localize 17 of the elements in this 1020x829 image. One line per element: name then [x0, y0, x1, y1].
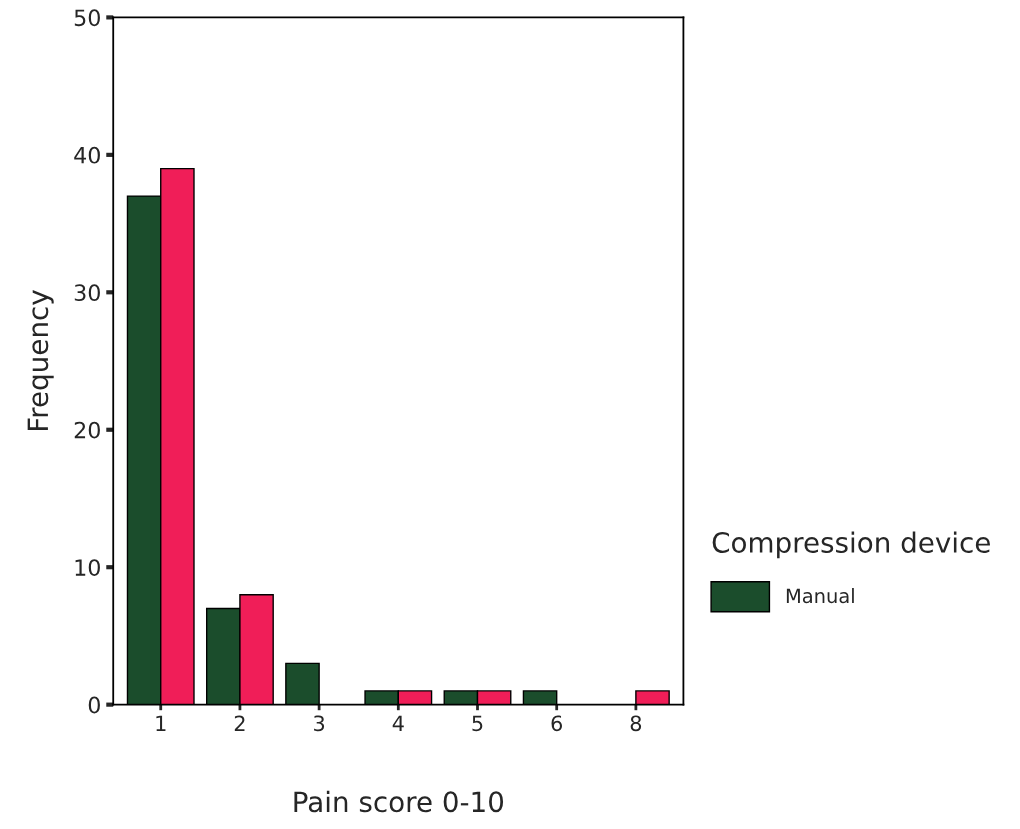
y-tick-label: 50 [74, 9, 100, 27]
x-tick-label: 8 [630, 715, 642, 732]
x-tick-label: 6 [551, 715, 563, 732]
x-tick-label: 3 [314, 715, 325, 732]
y-tick-label: 10 [75, 559, 100, 576]
x-tick-label: 1 [156, 715, 166, 731]
x-tick-label: 4 [392, 715, 404, 731]
y-tick-label: 30 [74, 284, 100, 302]
y-tick-label: 0 [88, 696, 100, 714]
y-axis-title: Frequency [27, 290, 54, 431]
y-tick-label: 20 [74, 421, 100, 439]
y-tick-label: 40 [74, 146, 100, 164]
legend-label: Manual [786, 588, 854, 604]
x-tick-label: 5 [472, 715, 483, 732]
x-axis-title: Pain score 0-10 [294, 790, 504, 813]
x-tick-label: 2 [234, 715, 245, 731]
legend-title: Compression device [712, 531, 990, 559]
